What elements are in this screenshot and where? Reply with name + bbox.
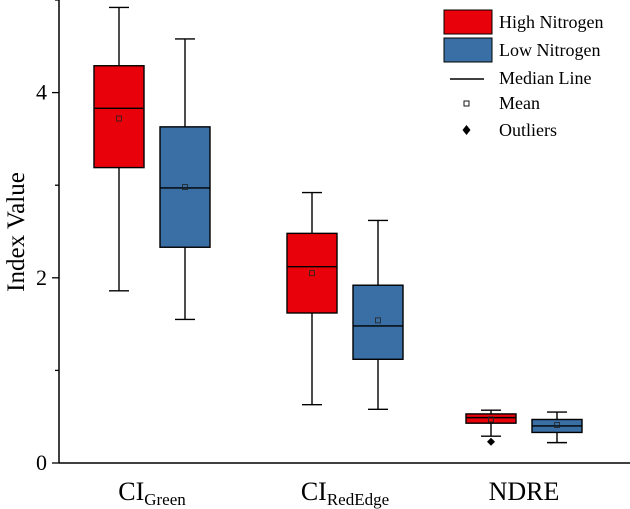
- mean-marker: [488, 416, 494, 423]
- x-category-label: CIGreen: [118, 477, 186, 509]
- box-iqr: [286, 232, 338, 314]
- legend-label-outliers: Outliers: [499, 120, 557, 140]
- box-low-nitrogen-0: [159, 38, 211, 321]
- box-low-nitrogen-2: [531, 411, 583, 444]
- legend-label-high-nitrogen: High Nitrogen: [499, 12, 603, 32]
- legend-outlier-symbol: [462, 125, 471, 135]
- y-tick-label: 4: [36, 80, 47, 105]
- box-high-nitrogen-1: [286, 191, 338, 406]
- x-category-label: NDRE: [489, 477, 560, 506]
- mean-marker: [182, 184, 188, 190]
- boxes: [93, 6, 583, 446]
- axes: [58, 0, 630, 464]
- category-labels: CIGreen CIRedEdge NDRE: [118, 477, 559, 509]
- legend-swatch-high-nitrogen: [443, 9, 493, 35]
- y-ticks: 0 2 4: [36, 0, 59, 475]
- mean-marker: [309, 270, 315, 277]
- box-iqr: [352, 284, 404, 360]
- legend-label-low-nitrogen: Low Nitrogen: [499, 40, 600, 60]
- box-iqr: [465, 413, 517, 424]
- y-axis-label: Index Value: [3, 172, 30, 292]
- box-high-nitrogen-0: [93, 6, 145, 292]
- x-category-label: CIRedEdge: [301, 477, 389, 509]
- mean-marker: [375, 317, 381, 324]
- y-tick-label: 2: [36, 265, 47, 290]
- legend-label-mean: Mean: [499, 93, 540, 113]
- mean-marker: [116, 115, 122, 122]
- y-tick-label: 0: [36, 450, 47, 475]
- box-high-nitrogen-2: [465, 409, 517, 446]
- legend: High Nitrogen Low Nitrogen Median Line M…: [443, 9, 603, 140]
- legend-label-median-line: Median Line: [499, 68, 591, 88]
- mean-marker: [554, 422, 560, 428]
- outlier-marker: [487, 437, 495, 446]
- legend-swatch-low-nitrogen: [443, 37, 493, 63]
- legend-mean-symbol: [463, 100, 470, 107]
- box-low-nitrogen-1: [352, 219, 404, 410]
- box-iqr: [159, 126, 211, 248]
- box-iqr: [93, 65, 145, 169]
